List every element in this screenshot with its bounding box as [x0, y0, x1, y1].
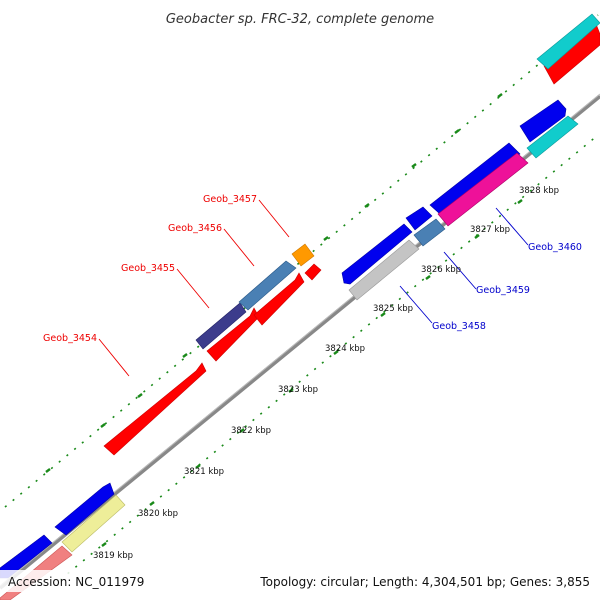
kbp-label: 3825 kbp — [373, 304, 413, 314]
gene-geob-3460 — [437, 152, 529, 227]
gene-khaki-bottom — [61, 494, 126, 553]
gene-blue-b — [405, 206, 433, 231]
gene-geob-3455 — [195, 302, 247, 350]
kbp-label: 3821 kbp — [184, 467, 224, 477]
kbp-label: 3823 kbp — [278, 385, 318, 395]
accession-label: Accession: NC_011979 — [8, 575, 144, 589]
gene-red-c — [253, 272, 305, 326]
label-geob-3456: Geob_3456 — [168, 223, 222, 234]
gene-red-d — [304, 263, 322, 281]
label-geob-3458: Geob_3458 — [432, 321, 486, 332]
genome-summary: Topology: circular; Length: 4,304,501 bp… — [259, 575, 590, 589]
gene-geob-3457 — [291, 243, 315, 267]
map-title: Geobacter sp. FRC-32, complete genome — [166, 12, 434, 27]
kbp-label: 3826 kbp — [421, 265, 461, 275]
gene-blue-d — [519, 99, 567, 143]
kbp-label: 3822 kbp — [231, 426, 271, 436]
forward-leaders — [98, 199, 290, 377]
label-geob-3460: Geob_3460 — [528, 242, 582, 253]
major-ticks-inner — [101, 199, 523, 547]
forward-features — [103, 13, 600, 456]
reverse-leaders — [399, 207, 529, 324]
gene-geob-3456 — [238, 260, 297, 311]
kbp-labels: 3819 kbp 3820 kbp 3821 kbp 3822 kbp 3823… — [93, 186, 559, 561]
footer-band — [0, 570, 600, 592]
gene-cyan-right — [526, 115, 579, 159]
label-geob-3454: Geob_3454 — [43, 333, 97, 344]
label-geob-3459: Geob_3459 — [476, 285, 530, 296]
gene-blue-c — [429, 142, 521, 215]
gene-blue-a — [341, 223, 413, 285]
gene-geob-3458 — [348, 239, 420, 301]
gene-geob-3454 — [103, 362, 207, 456]
inner-tick-row — [59, 134, 599, 581]
gene-geob-3459 — [413, 218, 446, 247]
kbp-label: 3819 kbp — [93, 551, 133, 561]
kbp-label: 3824 kbp — [325, 344, 365, 354]
label-geob-3455: Geob_3455 — [121, 263, 175, 274]
gene-labels: Geob_3454 Geob_3455 Geob_3456 Geob_3457 … — [43, 194, 582, 344]
gene-cyan-top — [536, 13, 600, 70]
kbp-label: 3820 kbp — [138, 509, 178, 519]
kbp-label: 3828 kbp — [519, 186, 559, 196]
gene-blue-bottom-a — [54, 482, 115, 536]
kbp-label: 3827 kbp — [470, 225, 510, 235]
gene-blue-bottom-b — [0, 534, 53, 579]
label-geob-3457: Geob_3457 — [203, 194, 257, 205]
